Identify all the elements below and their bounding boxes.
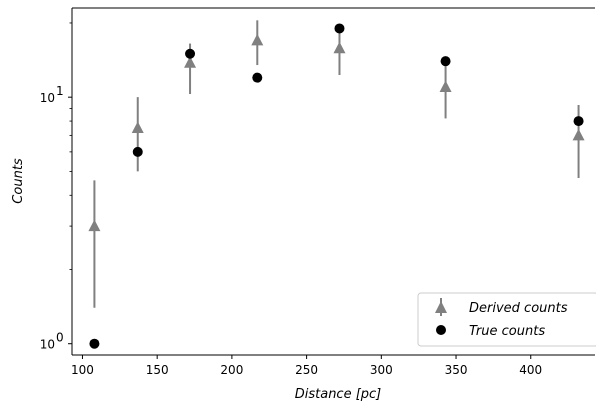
x-tick-label: 150 <box>146 363 169 377</box>
derived-point <box>184 56 197 68</box>
true-point <box>185 48 196 59</box>
y-tick-label: 10 <box>40 338 55 352</box>
y-tick-label-exponent: 0 <box>56 331 64 345</box>
x-axis-label: Distance [pc] <box>295 387 382 402</box>
true-point <box>573 116 584 127</box>
derived-point <box>572 128 585 141</box>
x-tick-label: 200 <box>220 363 243 377</box>
legend-true-marker <box>436 325 446 335</box>
derived-point <box>333 41 346 54</box>
y-tick-label: 10 <box>40 91 55 105</box>
true-point <box>440 56 451 67</box>
y-axis-label: Counts <box>11 158 26 204</box>
x-tick-label: 400 <box>519 363 542 377</box>
legend-box <box>417 292 596 347</box>
true-point <box>252 72 263 83</box>
true-point <box>132 146 143 157</box>
x-tick-label: 250 <box>295 363 318 377</box>
legend: Derived counts True counts <box>417 292 596 347</box>
x-tick-label: 300 <box>370 363 393 377</box>
legend-derived-label: Derived counts <box>469 301 568 316</box>
derived-point <box>251 33 264 46</box>
x-tick-label: 100 <box>71 363 94 377</box>
derived-point <box>131 121 144 133</box>
true-point <box>89 338 100 349</box>
derived-point <box>88 219 101 232</box>
derived-point <box>439 80 452 92</box>
legend-true-label: True counts <box>469 324 545 339</box>
y-tick-label-exponent: 1 <box>56 84 64 98</box>
x-tick-label: 350 <box>445 363 468 377</box>
data-series <box>88 20 585 349</box>
true-point <box>334 23 345 34</box>
